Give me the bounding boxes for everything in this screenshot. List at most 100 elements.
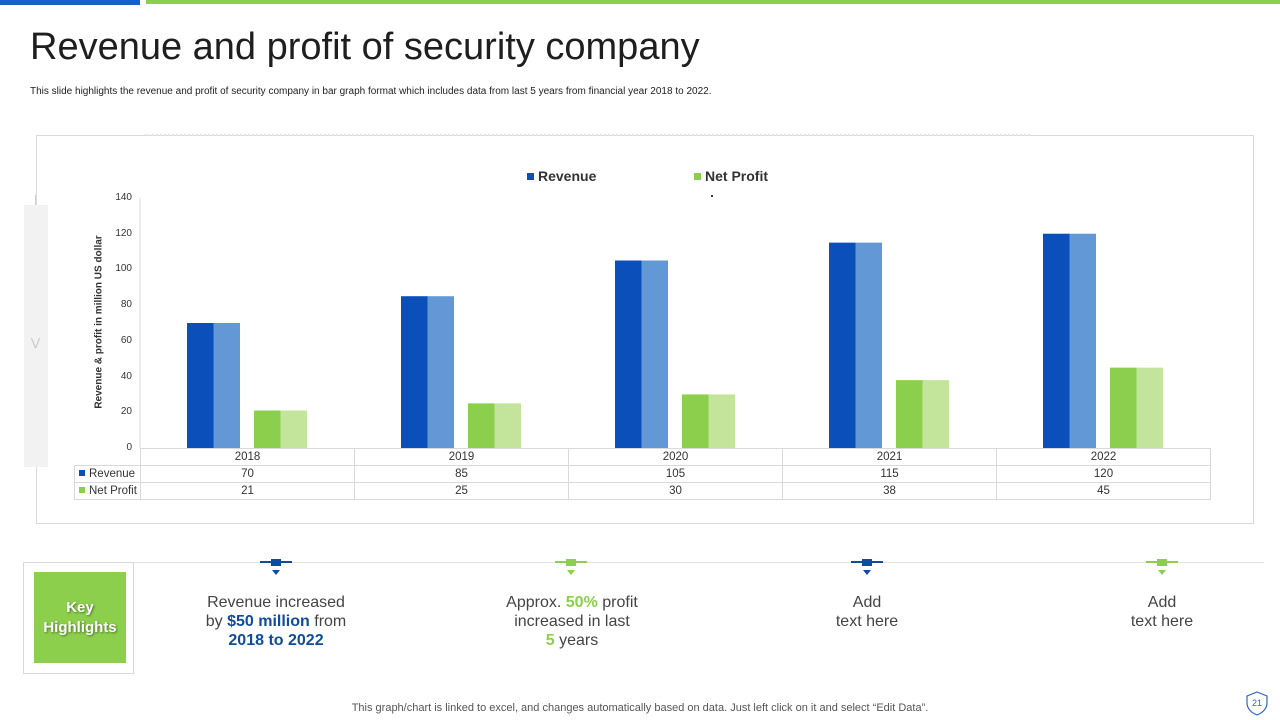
highlight-line: Add xyxy=(1147,594,1177,611)
y-tick-label: 100 xyxy=(115,263,132,275)
slide-title: Revenue and profit of security company xyxy=(30,26,700,68)
highlights-divider xyxy=(134,562,1264,563)
legend-swatch-net-profit xyxy=(694,173,701,180)
bar-net-profit-2019-highlight[interactable] xyxy=(494,403,522,448)
table-cell-value: 120 xyxy=(996,465,1211,483)
bar-revenue-2020[interactable] xyxy=(615,260,642,449)
bar-net-profit-2021[interactable] xyxy=(896,380,923,448)
highlight-placeholder-1[interactable]: Add text here xyxy=(747,593,987,631)
highlight-emphasis: 5 xyxy=(545,632,555,649)
slide-subtitle: This slide highlights the revenue and pr… xyxy=(30,86,712,97)
legend-net-profit: Net Profit xyxy=(694,168,768,184)
highlight-line: Approx. 50% profit xyxy=(452,593,692,612)
table-cell-year: 2019 xyxy=(354,448,569,466)
table-cell-year: 2021 xyxy=(782,448,997,466)
bar-net-profit-2019[interactable] xyxy=(468,403,495,448)
table-series-name: Net Profit xyxy=(89,485,137,497)
bar-net-profit-2018[interactable] xyxy=(254,410,281,449)
table-row-revenue: Revenue 70 85 105 115 120 xyxy=(74,465,1211,483)
y-tick-label: 120 xyxy=(115,227,132,239)
table-cell-year: 2018 xyxy=(140,448,355,466)
highlight-fragment: by xyxy=(205,613,228,630)
key-highlights-frame xyxy=(23,562,134,674)
legend-label-revenue: Revenue xyxy=(538,168,597,184)
footer-note: This graph/chart is linked to excel, and… xyxy=(351,702,929,714)
highlight-revenue[interactable]: Revenue increased by $50 million from 20… xyxy=(156,593,396,650)
table-row-net-profit: Net Profit 21 25 30 38 45 xyxy=(74,482,1211,500)
highlight-fragment: Approx. xyxy=(506,594,566,611)
bar-revenue-2022-highlight[interactable] xyxy=(1069,233,1097,448)
bar-revenue-2020-highlight[interactable] xyxy=(641,260,669,449)
table-cell-year: 2020 xyxy=(568,448,783,466)
table-cell-value: 38 xyxy=(782,482,997,500)
side-scroll-tab[interactable] xyxy=(24,205,48,467)
bar-net-profit-2021-highlight[interactable] xyxy=(922,380,950,448)
highlight-profit[interactable]: Approx. 50% profit increased in last 5 y… xyxy=(452,593,692,650)
double-chevron-icon: ⋁ xyxy=(31,337,41,349)
highlight-placeholder-2[interactable]: Add text here xyxy=(1042,593,1280,631)
legend-swatch-revenue xyxy=(527,173,534,180)
highlight-emphasis: 50% xyxy=(565,594,598,611)
y-tick-label: 60 xyxy=(120,334,132,346)
bar-net-profit-2020[interactable] xyxy=(682,394,709,448)
pin-blue-icon xyxy=(260,559,292,575)
pin-blue-icon xyxy=(851,559,883,575)
highlight-fragment: years xyxy=(554,632,599,649)
table-cell-value: 85 xyxy=(354,465,569,483)
table-header-row: 2018 2019 2020 2021 2022 xyxy=(74,448,1211,466)
bar-net-profit-2022[interactable] xyxy=(1110,367,1137,448)
table-cell-year: 2022 xyxy=(996,448,1211,466)
legend-revenue: Revenue xyxy=(527,168,596,184)
table-row-header-revenue: Revenue xyxy=(74,465,141,483)
bar-net-profit-2018-highlight[interactable] xyxy=(280,410,308,449)
legend-marker-dot xyxy=(711,195,713,197)
bar-net-profit-2020-highlight[interactable] xyxy=(708,394,736,448)
legend-label-net-profit: Net Profit xyxy=(705,168,768,184)
highlight-fragment: profit xyxy=(597,594,638,611)
key-label-line1: Key xyxy=(66,598,94,616)
table-row-header-net-profit: Net Profit xyxy=(74,482,141,500)
y-tick-label: 80 xyxy=(120,299,132,311)
highlight-line: Revenue increased xyxy=(207,594,345,611)
bar-net-profit-2022-highlight[interactable] xyxy=(1136,367,1164,448)
chart-frame-dotted-edge xyxy=(145,134,1030,136)
pin-green-icon xyxy=(555,559,587,575)
highlight-fragment: from xyxy=(309,613,347,630)
table-cell-value: 105 xyxy=(568,465,783,483)
bar-revenue-2021-highlight[interactable] xyxy=(855,242,883,448)
highlight-line: Add xyxy=(852,594,882,611)
highlight-line: text here xyxy=(835,613,899,630)
highlight-emphasis-line: 2018 to 2022 xyxy=(228,632,324,649)
highlight-emphasis: $50 million xyxy=(227,613,310,630)
y-tick-label: 40 xyxy=(120,370,132,382)
y-tick-label: 20 xyxy=(120,406,132,418)
page-number: 21 xyxy=(1251,698,1262,708)
table-cell-value: 115 xyxy=(782,465,997,483)
key-highlights-label: Key Highlights xyxy=(34,572,126,663)
highlight-line: text here xyxy=(1130,613,1194,630)
bar-revenue-2019-highlight[interactable] xyxy=(427,296,455,448)
table-swatch-revenue xyxy=(79,470,85,476)
bar-revenue-2019[interactable] xyxy=(401,296,428,448)
y-tick-label: 140 xyxy=(115,192,132,203)
table-cell-value: 70 xyxy=(140,465,355,483)
top-accent-blue xyxy=(0,0,140,5)
chart-data-table: 2018 2019 2020 2021 2022 Revenue 70 85 1… xyxy=(74,448,1211,500)
shield-icon xyxy=(1246,691,1268,716)
highlight-line: 5 years xyxy=(452,631,692,650)
table-cell-value: 45 xyxy=(996,482,1211,500)
highlight-line: increased in last xyxy=(514,613,630,630)
bar-revenue-2021[interactable] xyxy=(829,242,856,448)
key-label-line2: Highlights xyxy=(43,618,117,636)
bar-revenue-2018-highlight[interactable] xyxy=(213,323,241,448)
scroll-handle-line xyxy=(35,195,36,207)
table-cell-value: 30 xyxy=(568,482,783,500)
table-swatch-net-profit xyxy=(79,487,85,493)
bar-revenue-2018[interactable] xyxy=(187,323,214,448)
table-series-name: Revenue xyxy=(89,468,136,480)
table-corner-cell xyxy=(74,448,141,466)
highlight-line: by $50 million from xyxy=(156,612,396,631)
bar-revenue-2022[interactable] xyxy=(1043,233,1070,448)
table-cell-value: 25 xyxy=(354,482,569,500)
